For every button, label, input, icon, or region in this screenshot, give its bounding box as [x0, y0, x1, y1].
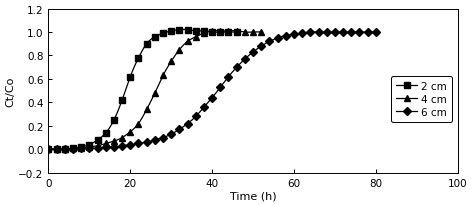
- 4 cm: [226, 30, 231, 33]
- 4 cm: [201, 33, 207, 35]
- 4 cm: [234, 30, 239, 33]
- 4 cm: [209, 30, 215, 33]
- 2 cm: [62, 148, 68, 151]
- 6 cm: [315, 32, 321, 34]
- 4 cm: [193, 36, 199, 39]
- Line: 2 cm: 2 cm: [46, 28, 239, 152]
- 4 cm: [250, 32, 256, 34]
- 2 cm: [176, 29, 182, 32]
- 4 cm: [45, 148, 51, 151]
- 4 cm: [152, 92, 158, 95]
- 4 cm: [119, 137, 125, 139]
- 2 cm: [127, 76, 133, 78]
- 2 cm: [144, 43, 149, 46]
- 6 cm: [275, 37, 280, 40]
- 2 cm: [168, 30, 174, 33]
- 6 cm: [79, 147, 84, 150]
- 4 cm: [87, 146, 92, 149]
- 4 cm: [144, 109, 149, 111]
- 6 cm: [54, 148, 60, 151]
- 4 cm: [218, 30, 223, 33]
- 2 cm: [119, 99, 125, 102]
- X-axis label: Time (h): Time (h): [230, 191, 276, 200]
- 6 cm: [127, 144, 133, 146]
- 6 cm: [152, 139, 158, 142]
- 6 cm: [218, 87, 223, 89]
- 6 cm: [201, 106, 207, 109]
- 2 cm: [70, 147, 76, 150]
- 2 cm: [209, 32, 215, 34]
- 6 cm: [176, 129, 182, 131]
- 4 cm: [168, 61, 174, 63]
- 6 cm: [291, 34, 297, 36]
- 6 cm: [332, 32, 338, 34]
- 2 cm: [160, 33, 166, 35]
- 4 cm: [111, 140, 117, 143]
- Line: 4 cm: 4 cm: [46, 29, 264, 152]
- 6 cm: [307, 32, 313, 34]
- 2 cm: [87, 144, 92, 146]
- 4 cm: [54, 148, 60, 151]
- 6 cm: [299, 33, 305, 35]
- 6 cm: [185, 123, 191, 125]
- 4 cm: [242, 32, 248, 34]
- 4 cm: [103, 143, 109, 145]
- 6 cm: [144, 141, 149, 144]
- 6 cm: [324, 32, 330, 34]
- 2 cm: [152, 36, 158, 39]
- 2 cm: [95, 139, 100, 142]
- 6 cm: [242, 59, 248, 61]
- 2 cm: [45, 148, 51, 151]
- 2 cm: [193, 30, 199, 33]
- Line: 6 cm: 6 cm: [46, 30, 378, 152]
- 6 cm: [136, 143, 141, 145]
- 6 cm: [258, 46, 264, 48]
- 2 cm: [226, 32, 231, 34]
- 6 cm: [365, 32, 370, 34]
- 6 cm: [357, 32, 362, 34]
- 6 cm: [168, 133, 174, 136]
- 2 cm: [218, 32, 223, 34]
- 2 cm: [54, 148, 60, 151]
- 2 cm: [234, 32, 239, 34]
- 2 cm: [103, 132, 109, 135]
- 6 cm: [349, 32, 354, 34]
- 4 cm: [95, 145, 100, 147]
- 2 cm: [185, 29, 191, 32]
- 4 cm: [127, 131, 133, 133]
- 6 cm: [62, 148, 68, 151]
- 2 cm: [111, 119, 117, 122]
- 4 cm: [70, 147, 76, 150]
- 6 cm: [103, 146, 109, 149]
- 6 cm: [70, 148, 76, 151]
- 6 cm: [160, 137, 166, 139]
- 6 cm: [45, 148, 51, 151]
- 4 cm: [258, 32, 264, 34]
- 6 cm: [226, 76, 231, 78]
- 6 cm: [87, 147, 92, 150]
- 6 cm: [234, 67, 239, 69]
- 4 cm: [136, 123, 141, 125]
- 6 cm: [95, 147, 100, 150]
- 6 cm: [267, 41, 272, 43]
- Legend: 2 cm, 4 cm, 6 cm: 2 cm, 4 cm, 6 cm: [391, 76, 452, 123]
- 4 cm: [62, 148, 68, 151]
- 6 cm: [283, 35, 289, 38]
- 6 cm: [111, 146, 117, 149]
- 4 cm: [185, 41, 191, 43]
- 4 cm: [160, 75, 166, 77]
- 2 cm: [136, 57, 141, 60]
- 6 cm: [373, 32, 378, 34]
- 2 cm: [201, 30, 207, 33]
- 6 cm: [209, 97, 215, 99]
- 4 cm: [79, 147, 84, 150]
- 6 cm: [119, 145, 125, 147]
- 4 cm: [176, 49, 182, 52]
- 6 cm: [340, 32, 346, 34]
- 6 cm: [250, 52, 256, 54]
- 6 cm: [193, 116, 199, 118]
- 2 cm: [79, 146, 84, 149]
- Y-axis label: Ct/Co: Ct/Co: [6, 76, 16, 106]
